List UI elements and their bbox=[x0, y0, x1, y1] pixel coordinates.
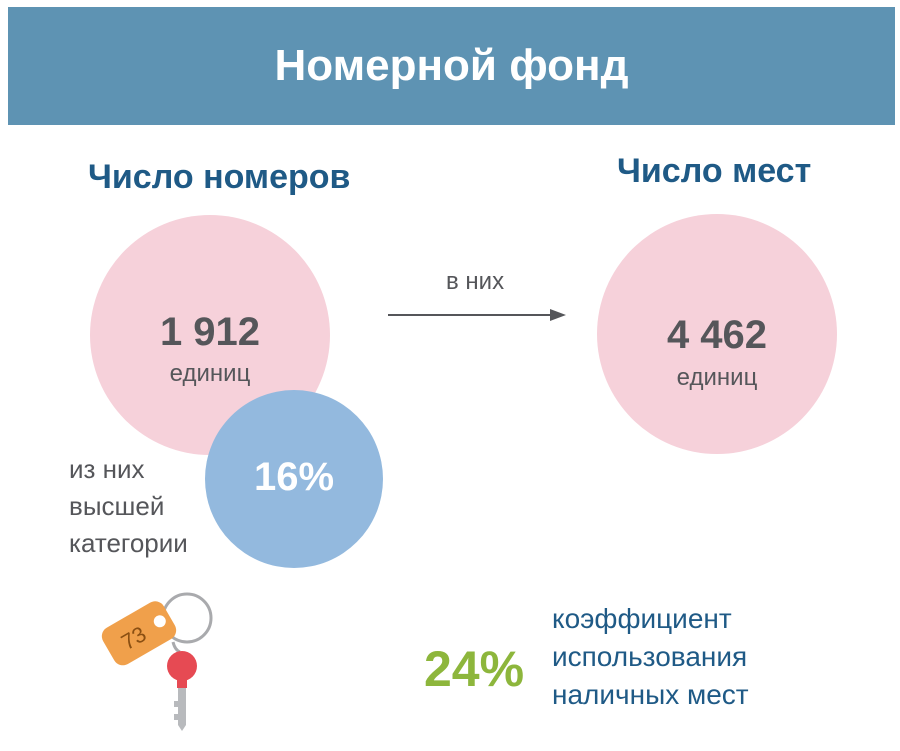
premium-share-circle bbox=[205, 390, 383, 568]
rooms-unit: единиц bbox=[169, 360, 251, 387]
premium-label-line: категории bbox=[69, 528, 188, 558]
utilization-label: коэффициент использования наличных мест bbox=[552, 600, 749, 714]
utilization-value: 24% bbox=[424, 641, 525, 697]
page-title: Номерной фонд bbox=[274, 41, 629, 90]
premium-share-value: 16% bbox=[253, 455, 335, 499]
places-circle bbox=[597, 214, 837, 454]
premium-share-label: из них высшей категории bbox=[69, 451, 188, 562]
keys-icon: 73 bbox=[101, 592, 213, 731]
places-unit: единиц bbox=[676, 364, 758, 391]
rooms-heading: Число номеров bbox=[88, 158, 351, 196]
utilization-label-line: коэффициент bbox=[552, 603, 732, 634]
arrow-label: в них bbox=[446, 268, 505, 295]
premium-label-line: высшей bbox=[69, 491, 165, 521]
utilization-label-line: использования bbox=[552, 641, 748, 672]
header-banner bbox=[8, 7, 895, 125]
rooms-value: 1 912 bbox=[159, 310, 261, 354]
premium-label-line: из них bbox=[69, 454, 145, 484]
places-heading: Число мест bbox=[617, 152, 812, 190]
places-value: 4 462 bbox=[666, 313, 768, 357]
utilization-label-line: наличных мест bbox=[552, 679, 749, 710]
arrow-right-icon bbox=[388, 309, 566, 321]
